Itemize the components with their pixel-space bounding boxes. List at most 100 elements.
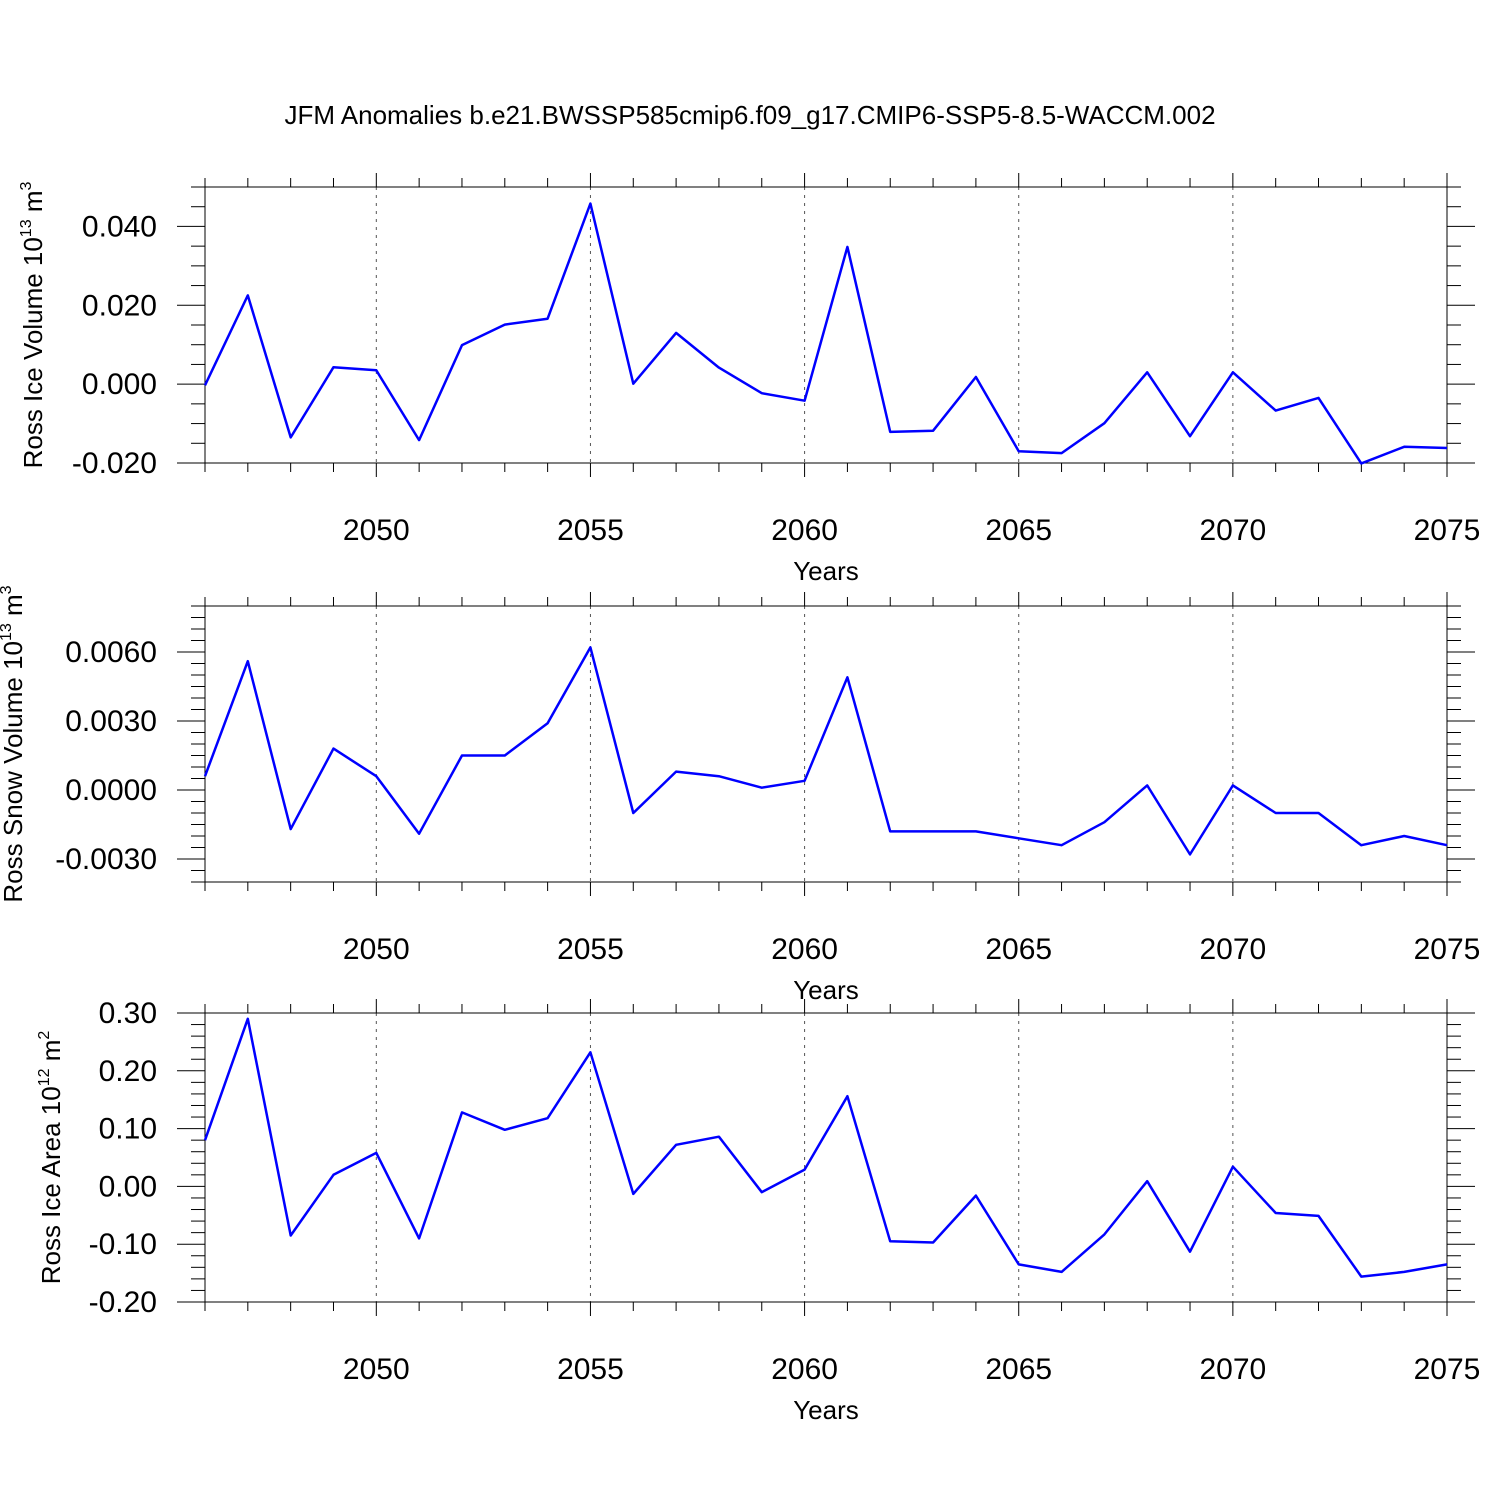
ice-volume-data-point (931, 429, 935, 433)
snow-volume-data-point (1188, 852, 1192, 856)
snow-volume-data-point (374, 774, 378, 778)
ice-area-data-point (503, 1128, 507, 1132)
ice-area-data-point (803, 1168, 807, 1172)
ice-volume-data-point (1274, 409, 1278, 413)
snow-volume-data-point (974, 829, 978, 833)
ice-area-data-point (1445, 1262, 1449, 1266)
ice-area-y-axis-label: Ross Ice Area 1012 m2 (36, 1031, 66, 1285)
ice-area-x-tick-label: 2055 (557, 1353, 624, 1386)
ice-area-data-point (888, 1239, 892, 1243)
ice-volume-data-point (631, 382, 635, 386)
ice-area-data-point (631, 1192, 635, 1196)
snow-volume-data-point (888, 829, 892, 833)
ice-volume-x-tick-label: 2070 (1199, 514, 1266, 547)
ice-volume-y-tick-label: -0.020 (72, 447, 157, 480)
ice-area-x-tick-label: 2050 (343, 1353, 410, 1386)
ice-volume-data-point (1017, 449, 1021, 453)
ice-area-x-tick-label: 2065 (985, 1353, 1052, 1386)
snow-volume-data-point (331, 747, 335, 751)
snow-volume-data-point (760, 786, 764, 790)
ice-volume-data-point (1231, 370, 1235, 374)
ice-volume-y-tick-label: 0.000 (82, 368, 157, 401)
snow-volume-data-point (503, 754, 507, 758)
ice-volume-data-point (803, 399, 807, 403)
snow-volume-data-point (674, 770, 678, 774)
ice-volume-data-point (246, 293, 250, 297)
snow-volume-x-tick-label: 2075 (1414, 933, 1481, 966)
snow-volume-data-point (588, 645, 592, 649)
ice-volume-data-point (588, 202, 592, 206)
ice-area-data-point (374, 1151, 378, 1155)
panels: -0.020 0.000 0.020 0.040 2050 2055 2060 2065 207… (0, 173, 1480, 1425)
ice-area-data-point (588, 1050, 592, 1054)
snow-volume-data-point (1017, 836, 1021, 840)
snow-volume-x-tick-label: 2065 (985, 933, 1052, 966)
ice-volume-data-point (417, 438, 421, 442)
ice-area-data-point (1402, 1270, 1406, 1274)
ice-volume-y-axis-label: Ross Ice Volume 1013 m3 (18, 181, 48, 468)
ice-area-data-point (460, 1110, 464, 1114)
ice-area-x-tick-label: 2060 (771, 1353, 838, 1386)
ice-area-y-tick-label: 0.30 (99, 997, 157, 1030)
snow-volume-data-point (931, 829, 935, 833)
ice-volume-data-point (503, 323, 507, 327)
ice-volume-data-point (1060, 451, 1064, 455)
ice-area-series-line (203, 1017, 1448, 1278)
snow-volume-x-tick-label: 2055 (557, 933, 624, 966)
snow-volume-plot-frame (204, 605, 1448, 883)
ice-area-data-point (1317, 1214, 1321, 1218)
snow-volume-y-axis-label: Ross Snow Volume 1013 m3 (0, 585, 28, 902)
ice-area-data-point (845, 1094, 849, 1098)
ice-area-y-tick-label: -0.20 (89, 1286, 157, 1319)
ice-area-data-point (931, 1240, 935, 1244)
snow-volume-data-point (631, 811, 635, 815)
ice-area-data-point (717, 1135, 721, 1139)
snow-volume-data-point (1359, 843, 1363, 847)
ice-volume-x-tick-label: 2055 (557, 514, 624, 547)
ice-volume-data-point (1317, 396, 1321, 400)
snow-volume-data-point (289, 827, 293, 831)
ice-area-x-tick-label: 2075 (1414, 1353, 1481, 1386)
ice-area-data-point (546, 1116, 550, 1120)
ice-area-y-tick-label: 0.10 (99, 1113, 157, 1146)
ice-area-data-point (331, 1173, 335, 1177)
ice-volume-data-point (974, 375, 978, 379)
ice-volume-data-point (1402, 445, 1406, 449)
ice-volume-data-point (674, 331, 678, 335)
ice-volume-x-axis-label: Years (793, 556, 859, 586)
ice-area-data-point (760, 1190, 764, 1194)
snow-volume-data-point (845, 675, 849, 679)
snow-volume-series-line (203, 646, 1448, 856)
ice-volume-data-point (1102, 421, 1106, 425)
ice-volume-data-point (374, 368, 378, 372)
ice-volume-data-point (289, 435, 293, 439)
ice-area-data-point (417, 1236, 421, 1240)
snow-volume-data-point (1274, 811, 1278, 815)
snow-volume-data-point (1060, 843, 1064, 847)
snow-volume-data-point (1102, 820, 1106, 824)
ice-area-data-point (203, 1138, 207, 1142)
ice-volume-data-point (888, 430, 892, 434)
ice-volume-y-tick-label: 0.040 (82, 210, 157, 243)
ice-volume-x-tick-label: 2060 (771, 514, 838, 547)
ice-area-data-point (1188, 1250, 1192, 1254)
ice-area-data-point (1060, 1270, 1064, 1274)
ice-area-y-tick-label: 0.00 (99, 1170, 157, 1203)
ice-area-data-point (974, 1194, 978, 1198)
snow-volume-data-point (460, 754, 464, 758)
snow-volume-x-tick-label: 2050 (343, 933, 410, 966)
ice-area-plot-frame (204, 1012, 1448, 1303)
snow-volume-data-point (1402, 834, 1406, 838)
panel-snow-volume: -0.0030 0.0000 0.0030 0.0060 2050 2055 2060 206… (0, 585, 1480, 1005)
snow-volume-x-tick-label: 2070 (1199, 933, 1266, 966)
ice-volume-data-point (1145, 370, 1149, 374)
ice-volume-data-point (717, 366, 721, 370)
snow-volume-data-point (546, 721, 550, 725)
ice-area-data-point (1145, 1179, 1149, 1183)
ice-volume-x-tick-label: 2065 (985, 514, 1052, 547)
snow-volume-data-point (417, 832, 421, 836)
ice-area-x-tick-label: 2070 (1199, 1353, 1266, 1386)
snow-volume-x-axis-label: Years (793, 975, 859, 1005)
ice-volume-data-point (845, 245, 849, 249)
snow-volume-data-point (246, 659, 250, 663)
